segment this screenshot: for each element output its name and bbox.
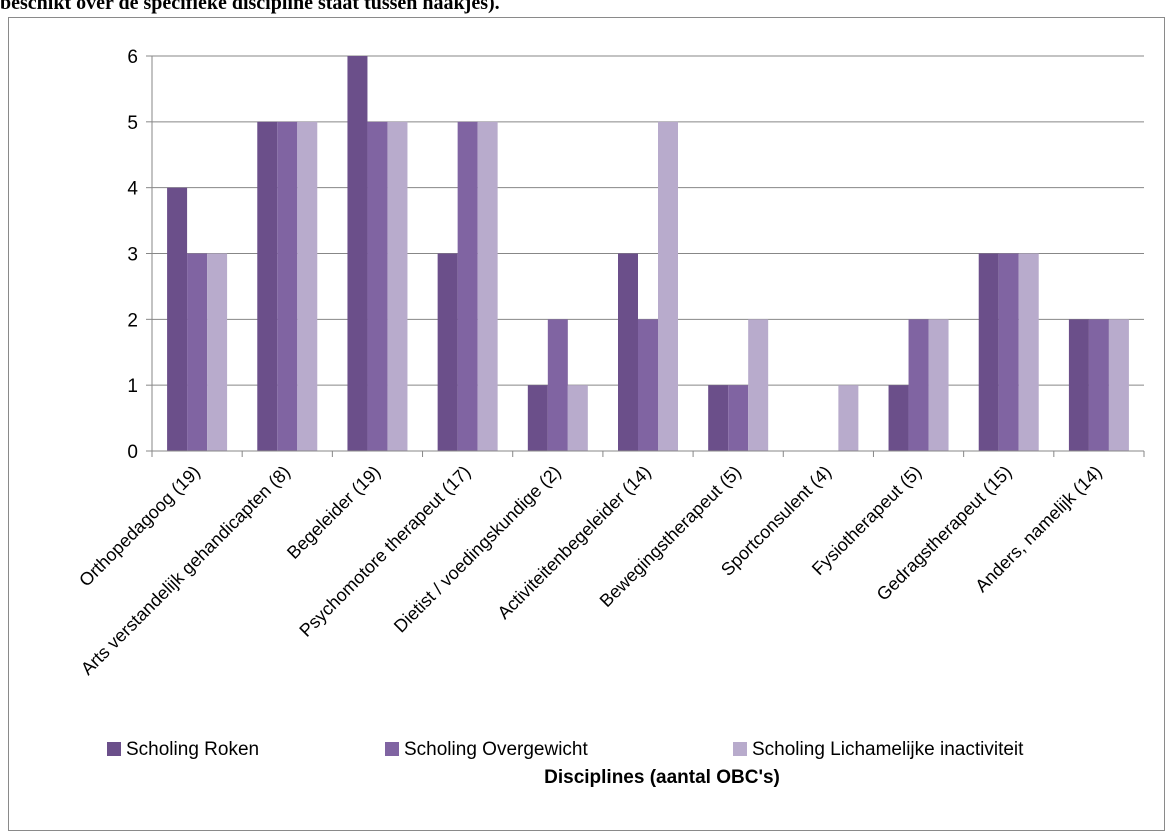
legend-entry: Scholing Overgewicht — [404, 739, 588, 760]
bar — [998, 253, 1019, 451]
y-tick-labels: 0 1 2 3 4 5 6 — [127, 47, 138, 463]
bar — [618, 253, 638, 451]
bar — [527, 385, 548, 451]
bar — [257, 121, 278, 451]
bar — [547, 319, 568, 451]
bar — [567, 385, 588, 451]
bar — [1018, 253, 1039, 451]
y-tick-label: 2 — [127, 310, 138, 331]
bar — [477, 121, 498, 451]
y-tick-label: 5 — [127, 113, 138, 134]
x-tick-label: Dietist / voedingskundige (2) — [390, 462, 565, 637]
bar — [888, 385, 909, 451]
bar — [838, 385, 859, 451]
y-tick-label: 0 — [127, 442, 138, 463]
bar — [457, 121, 478, 451]
legend-entry: Scholing Roken — [126, 739, 259, 760]
bar — [297, 121, 318, 451]
x-tick-label: Psychomotore therapeut (17) — [295, 462, 474, 641]
bar — [908, 319, 929, 451]
bar — [207, 253, 228, 451]
x-tick-label: Arts verstandelijk gehandicapten (8) — [77, 462, 294, 679]
bar — [387, 121, 408, 451]
bar — [728, 385, 749, 451]
bar — [928, 319, 949, 451]
y-tick-label: 4 — [127, 179, 138, 200]
bar — [1088, 319, 1109, 451]
bar — [187, 253, 208, 451]
bar — [167, 187, 188, 451]
bar — [437, 253, 458, 451]
bar — [658, 121, 678, 451]
bar — [367, 121, 388, 451]
gridlines — [146, 55, 1144, 452]
legend-entry: Scholing Lichamelijke inactiviteit — [752, 739, 1024, 760]
x-axis-title: Disciplines (aantal OBC's) — [544, 767, 780, 788]
bar — [1108, 319, 1129, 451]
bar — [1068, 319, 1089, 451]
figure-caption: beschikt over de specifieke discipline s… — [0, 0, 500, 14]
bar — [638, 319, 658, 451]
bar-series — [167, 56, 1129, 451]
axes — [151, 56, 1145, 457]
x-tick-labels: Orthopedagoog (19)Arts verstandelijk geh… — [75, 462, 1106, 679]
y-tick-label: 6 — [127, 47, 138, 68]
x-tick-label: Begeleider (19) — [283, 462, 384, 563]
y-tick-label: 3 — [127, 245, 138, 266]
y-tick-label: 1 — [127, 376, 138, 397]
bar — [347, 56, 368, 451]
bar — [978, 253, 999, 451]
legend-swatch — [733, 742, 747, 756]
x-tick-label: Activiteitenbegeleider (14) — [494, 462, 655, 623]
legend-swatch — [385, 742, 399, 756]
bar — [748, 319, 769, 451]
legend-swatch — [107, 742, 121, 756]
bar — [708, 385, 729, 451]
legend: Scholing Roken Scholing Overgewicht Scholi… — [107, 739, 1024, 760]
bar — [277, 121, 298, 451]
